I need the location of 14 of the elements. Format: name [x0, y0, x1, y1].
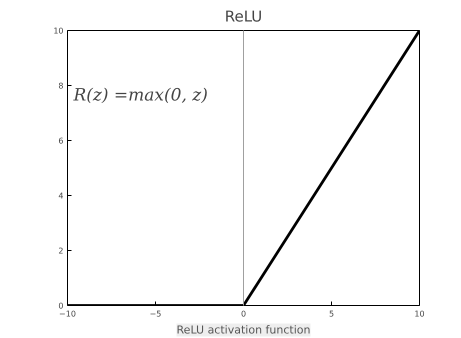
x-tick-label: 5: [328, 310, 334, 318]
x-tick-label: −5: [150, 310, 162, 318]
annotation: R(z) =max(0, z): [72, 86, 208, 106]
y-tick-label: 4: [58, 192, 64, 200]
x-tick-label: −10: [59, 310, 76, 318]
x-tick-label: 10: [414, 310, 425, 318]
y-tick-label: 8: [58, 82, 64, 90]
y-tick-label: 10: [53, 26, 64, 36]
text: ReLU activation function: [176, 324, 311, 336]
y-tick-label: 6: [58, 136, 64, 146]
x-tick-label: 0: [240, 310, 246, 318]
y-tick-label: 2: [58, 246, 64, 256]
y-tick-label: 0: [58, 302, 64, 310]
chart-title: ReLU: [224, 8, 262, 26]
